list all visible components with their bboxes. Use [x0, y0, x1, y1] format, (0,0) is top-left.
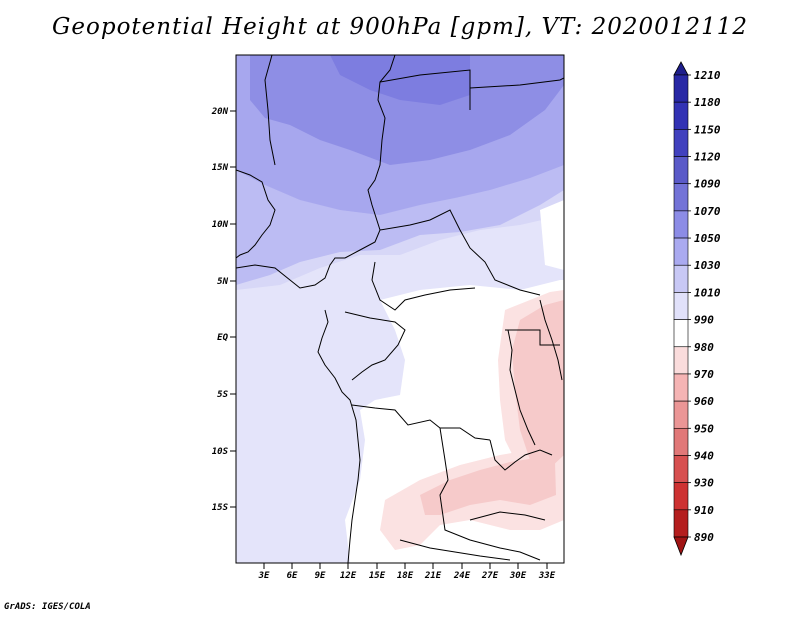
colorbar-label: 1010: [694, 286, 721, 299]
lon-label: 27E: [481, 571, 499, 581]
colorbar-swatch: [673, 129, 689, 157]
colorbar-swatch: [673, 319, 689, 348]
lon-label: 9E: [315, 571, 326, 581]
field-1090: [250, 55, 564, 165]
colorbar-swatch: [673, 373, 689, 402]
field-970-east: [512, 300, 564, 470]
map-title: Geopotential Height at 900hPa [gpm], VT:…: [52, 14, 748, 40]
lon-label: 12E: [340, 571, 357, 581]
lon-label: 6E: [287, 571, 298, 581]
lat-label: 15S: [212, 503, 229, 513]
coastlines-borders: [236, 55, 564, 563]
colorbar-swatch: [673, 482, 689, 511]
colorbar-swatch: [673, 427, 689, 456]
latitude-axis: 20N 15N 10N 5N EQ 5S 10S 15S: [211, 107, 236, 513]
lon-label: 33E: [538, 571, 556, 581]
colorbar-swatch: [673, 292, 689, 320]
colorbar-label: 1070: [694, 205, 721, 218]
colorbar-label: 1030: [694, 259, 721, 272]
lat-label: 10S: [212, 447, 229, 457]
lat-label: 15N: [212, 163, 229, 173]
colorbar-bottom-arrow: [673, 536, 689, 557]
colorbar-label: 950: [694, 422, 714, 435]
grads-credit: GrADS: IGES/COLA: [4, 602, 91, 612]
colorbar-label: 910: [694, 504, 714, 517]
lon-label: 30E: [509, 571, 527, 581]
colorbar-label: 980: [694, 341, 714, 354]
field-1120: [330, 55, 470, 105]
lon-label: 24E: [453, 571, 471, 581]
colorbar-swatch: [673, 156, 689, 185]
longitude-axis: 3E 6E 9E 12E 15E 18E 21E 24E 27E 30E 33E: [258, 563, 556, 581]
colorbar-swatch: [673, 74, 689, 103]
colorbar-label: 1090: [694, 178, 721, 191]
colorbar-swatch: [673, 455, 689, 483]
field-970-south: [420, 458, 556, 515]
colorbar-swatch: [673, 509, 689, 538]
plot-frame: [235, 54, 565, 564]
colorbar-label: 1120: [694, 151, 721, 164]
colorbar-label: 890: [694, 531, 714, 544]
colorbar-label: 990: [694, 314, 714, 327]
colorbar-label: 970: [694, 368, 714, 381]
lon-label: 3E: [258, 571, 270, 581]
colorbar-swatch: [673, 101, 689, 130]
colorbar-label: 960: [694, 395, 714, 408]
lat-label: 10N: [212, 220, 229, 230]
colorbar-swatch: [673, 264, 689, 293]
colorbar-label: 1150: [694, 123, 721, 136]
colorbar-label: 1050: [694, 232, 721, 245]
colorbar-swatch: [673, 237, 689, 266]
lat-label: 20N: [211, 107, 229, 117]
lat-label: 5S: [217, 390, 228, 400]
lon-label: 15E: [369, 571, 386, 581]
colorbar-label: 930: [694, 477, 714, 490]
colorbar-swatch: [673, 183, 689, 212]
lon-label: 21E: [424, 571, 442, 581]
colorbar-label: 1180: [694, 96, 721, 109]
height-field: [236, 55, 564, 563]
colorbar-label: 940: [694, 449, 714, 462]
colorbar-swatch: [673, 210, 689, 239]
lat-label: EQ: [217, 333, 228, 343]
field-990-east: [540, 200, 564, 270]
lat-label: 5N: [217, 277, 228, 287]
colorbar: 1210 1180 1150 1120 1090 1070 1050 1030 1010 990 9…: [673, 61, 721, 557]
colorbar-swatch: [673, 346, 689, 375]
colorbar-top-arrow: [673, 61, 689, 76]
lon-label: 18E: [397, 571, 414, 581]
colorbar-swatch: [673, 400, 689, 429]
colorbar-label: 1210: [694, 69, 721, 82]
